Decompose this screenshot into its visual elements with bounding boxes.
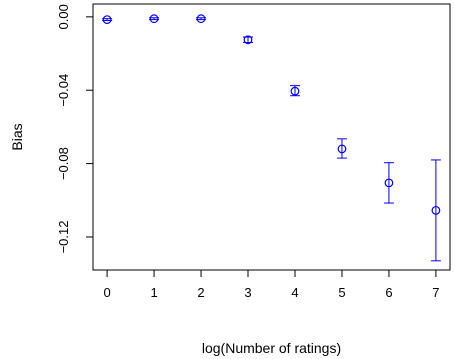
data-point-5 (337, 144, 347, 154)
data-point-4 (290, 86, 300, 96)
x-tick-label-3: 3 (244, 285, 251, 300)
x-tick-label-2: 2 (197, 285, 204, 300)
y-axis-label: Bias (9, 123, 25, 150)
x-axis: 0 1 2 3 4 5 6 7 (103, 270, 440, 300)
x-axis-label: log(Number of ratings) (202, 340, 341, 356)
data-points (102, 14, 441, 262)
data-point-3 (243, 35, 253, 45)
plot-area-frame (92, 3, 451, 271)
y-axis: 0.00 −0.04 −0.08 −0.12 (56, 4, 93, 253)
y-tick-label-2: −0.08 (56, 147, 71, 180)
x-tick-label-6: 6 (385, 285, 392, 300)
x-tick-label-7: 7 (432, 285, 439, 300)
data-point-1 (149, 14, 159, 24)
y-tick-label-1: −0.04 (56, 74, 71, 107)
y-tick-label-0: 0.00 (56, 4, 71, 29)
data-point-6 (384, 178, 394, 188)
data-point-0 (102, 15, 112, 24)
data-point-7 (431, 205, 441, 215)
x-tick-label-5: 5 (338, 285, 345, 300)
y-tick-label-3: −0.12 (56, 221, 71, 254)
x-tick-label-4: 4 (291, 285, 298, 300)
x-tick-label-1: 1 (150, 285, 157, 300)
x-tick-label-0: 0 (103, 285, 110, 300)
data-point-2 (196, 14, 206, 24)
